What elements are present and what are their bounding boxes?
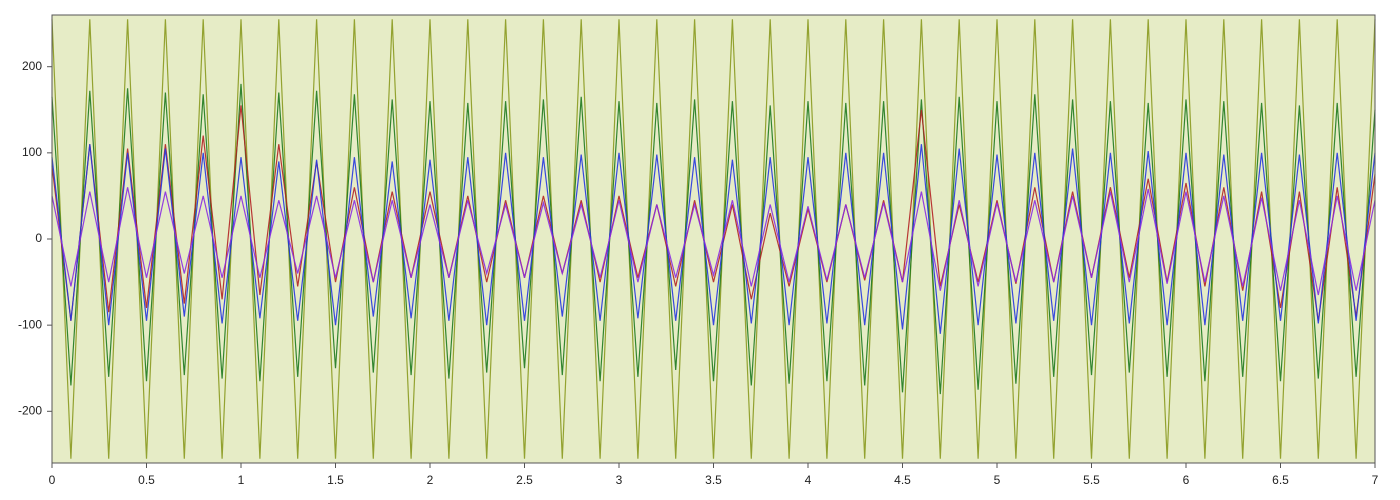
x-tick-label: 1.5 — [327, 473, 344, 487]
signal-line — [51, 83, 1376, 395]
y-tick-label: 200 — [22, 59, 42, 73]
x-tick-label: 7 — [1372, 473, 1379, 487]
y-tick-label: -100 — [18, 317, 42, 331]
x-tick-label: 5.5 — [1083, 473, 1100, 487]
x-tick-label: 5 — [994, 473, 1001, 487]
y-tick-label: -200 — [18, 403, 42, 417]
x-tick-label: 3.5 — [705, 473, 722, 487]
signal-line — [51, 144, 1376, 334]
signal-line — [51, 187, 1376, 296]
x-tick-label: 6 — [1183, 473, 1190, 487]
signal-line — [51, 19, 1376, 459]
x-tick-label: 4 — [805, 473, 812, 487]
x-tick-label: 4.5 — [894, 473, 911, 487]
x-tick-label: 1 — [238, 473, 245, 487]
x-tick-label: 2.5 — [516, 473, 533, 487]
y-tick-label: 0 — [35, 231, 42, 245]
y-tick-label: 100 — [22, 145, 42, 159]
x-tick-label: 3 — [616, 473, 623, 487]
x-tick-label: 6.5 — [1272, 473, 1289, 487]
x-tick-label: 0.5 — [138, 473, 155, 487]
x-tick-label: 0 — [49, 473, 56, 487]
x-tick-label: 2 — [427, 473, 434, 487]
plot-background — [52, 15, 1375, 463]
